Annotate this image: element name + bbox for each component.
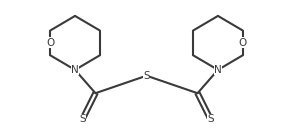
Text: S: S <box>79 114 86 124</box>
Text: S: S <box>207 114 214 124</box>
Text: S: S <box>143 71 150 81</box>
Text: N: N <box>214 65 222 75</box>
Text: O: O <box>46 38 54 48</box>
Text: O: O <box>239 38 247 48</box>
Text: N: N <box>71 65 79 75</box>
